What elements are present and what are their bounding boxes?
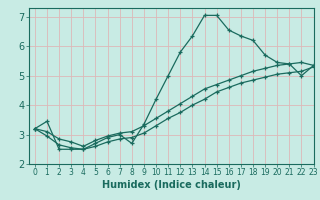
X-axis label: Humidex (Indice chaleur): Humidex (Indice chaleur) [102, 180, 241, 190]
